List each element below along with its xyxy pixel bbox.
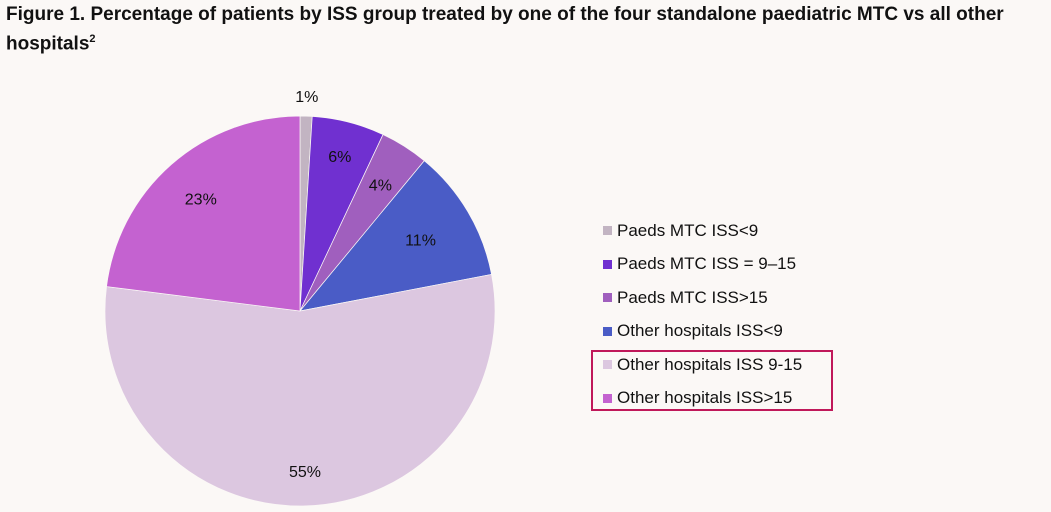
legend-label: Paeds MTC ISS<9 (617, 220, 759, 240)
legend-label: Paeds MTC ISS>15 (617, 287, 768, 307)
title-footnote: 2 (89, 33, 96, 45)
legend-swatch (603, 226, 612, 236)
legend-item: Other hospitals ISS<9 (603, 315, 802, 349)
legend-label: Other hospitals ISS<9 (617, 321, 783, 341)
pie-slice (299, 160, 492, 312)
slice-label: 6% (328, 149, 351, 166)
legend-label: Other hospitals ISS 9-15 (617, 354, 803, 374)
legend-swatch (603, 259, 612, 269)
chart-title-text: Figure 1. Percentage of patients by ISS … (6, 4, 1004, 55)
legend-highlight-box (591, 350, 833, 411)
slice-label: 55% (289, 464, 321, 481)
legend-label: Paeds MTC ISS = 9–15 (617, 254, 797, 274)
legend-item: Other hospitals ISS 9-15 (603, 348, 802, 382)
slice-label: 23% (185, 191, 217, 208)
legend-item: Paeds MTC ISS = 9–15 (603, 248, 802, 282)
legend-item: Paeds MTC ISS<9 (603, 214, 802, 248)
legend-item: Other hospitals ISS>15 (603, 382, 802, 416)
slice-label: 1% (295, 89, 318, 106)
slice-label: 4% (369, 177, 392, 194)
slice-label: 11% (405, 233, 436, 250)
legend-swatch (603, 360, 612, 370)
pie-slice (106, 115, 301, 312)
legend-swatch (603, 326, 612, 336)
chart-title: Figure 1. Percentage of patients by ISS … (6, 2, 1046, 56)
legend-swatch (603, 293, 612, 303)
legend-label: Other hospitals ISS>15 (617, 388, 793, 408)
pie-slice (104, 274, 496, 507)
legend: Paeds MTC ISS<9 Paeds MTC ISS = 9–15 Paeds… (603, 214, 802, 415)
legend-swatch (603, 393, 612, 403)
legend-item: Paeds MTC ISS>15 (603, 281, 802, 315)
